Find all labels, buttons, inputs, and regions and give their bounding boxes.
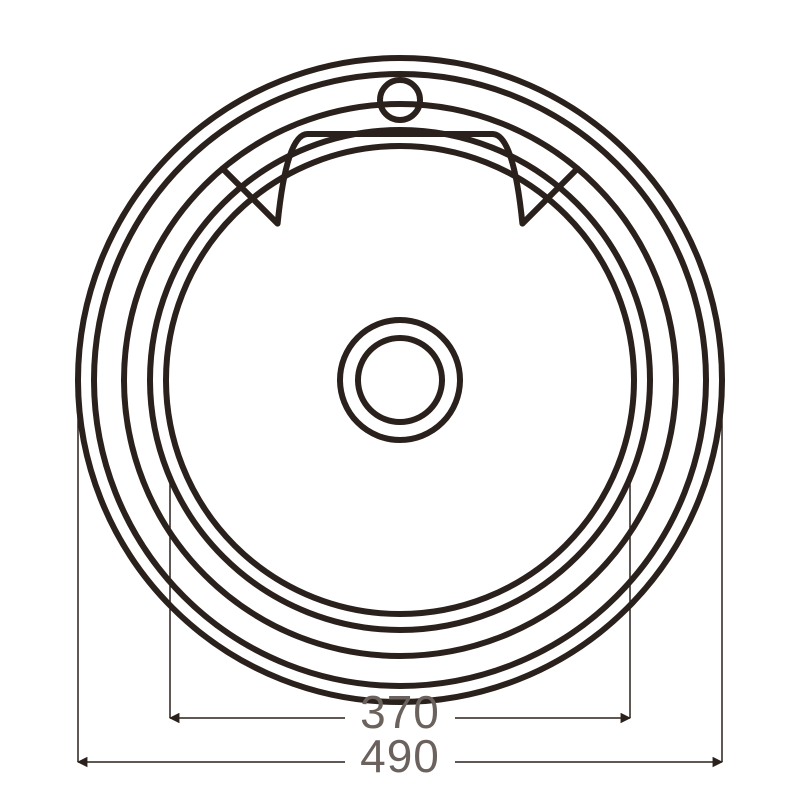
sink-circle: [150, 130, 650, 630]
sink-technical-drawing: 370490: [0, 0, 800, 800]
drawing-svg: 370490: [0, 0, 800, 800]
dim-outer-label: 490: [360, 730, 440, 782]
sink-circle: [78, 58, 722, 702]
sink-circle: [166, 146, 634, 614]
tap-hole-icon: [380, 80, 420, 120]
sink-circle: [358, 338, 442, 422]
sink-circle: [94, 74, 706, 686]
sink-circle: [124, 104, 676, 656]
